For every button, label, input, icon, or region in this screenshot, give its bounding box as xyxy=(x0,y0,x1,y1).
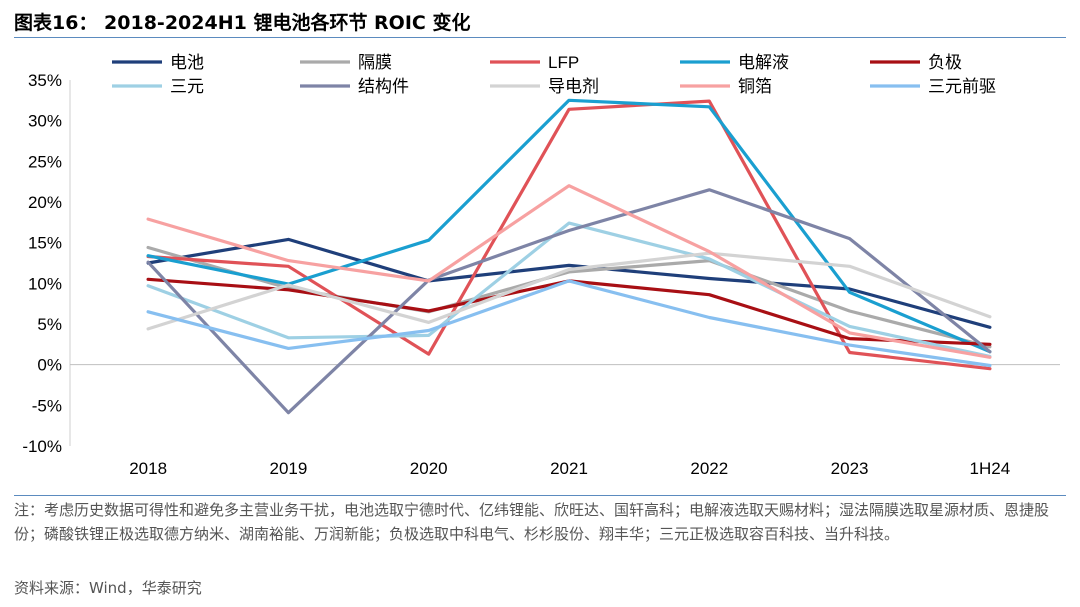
series-line-三元前驱 xyxy=(146,279,992,368)
series-line-LFP xyxy=(146,99,992,371)
y-tick-label: -5% xyxy=(32,396,62,415)
x-tick-label: 1H24 xyxy=(970,459,1011,478)
y-tick-label: -10% xyxy=(22,437,62,456)
footer-divider xyxy=(14,495,1066,496)
figure-title: 图表16： 2018-2024H1 锂电池各环节 ROIC 变化 xyxy=(14,12,471,34)
y-tick-label: 20% xyxy=(28,193,62,212)
y-axis: -10% -5% 0% 5% 10% 15% 20% 25% 30% 35% xyxy=(22,71,71,456)
title-divider xyxy=(14,37,1066,38)
series-line-导电剂 xyxy=(146,251,992,331)
legend-label: 电池 xyxy=(170,53,204,72)
legend-label: 铜箔 xyxy=(738,77,772,96)
series-line-电池 xyxy=(146,237,992,329)
legend-label: 结构件 xyxy=(358,77,409,96)
x-tick-label: 2018 xyxy=(129,459,167,478)
source-note: 资料来源：Wind，华泰研究 xyxy=(14,579,202,597)
legend-label: 三元前驱 xyxy=(928,77,996,96)
series-line-结构件 xyxy=(146,188,992,415)
x-axis: 2018 2019 2020 2021 2022 2023 1H24 xyxy=(70,364,1060,478)
x-tick-label: 2019 xyxy=(270,459,308,478)
y-tick-label: 35% xyxy=(28,71,62,90)
legend-label: 隔膜 xyxy=(358,53,392,72)
y-tick-label: 0% xyxy=(37,356,62,375)
legend-label: 导电剂 xyxy=(548,77,599,96)
legend-label: 三元 xyxy=(170,77,204,96)
series-lines xyxy=(146,98,992,415)
x-tick-label: 2020 xyxy=(410,459,448,478)
legend-label: 电解液 xyxy=(738,53,789,72)
y-tick-label: 25% xyxy=(28,152,62,171)
y-tick-label: 5% xyxy=(37,315,62,334)
legend-label: LFP xyxy=(548,53,579,72)
legend-label: 负极 xyxy=(928,53,962,72)
series-line-铜箔 xyxy=(146,184,992,359)
footnote: 注：考虑历史数据可得性和避免多主营业务干扰，电池选取宁德时代、亿纬锂能、欣旺达、… xyxy=(14,501,1050,543)
x-tick-label: 2022 xyxy=(690,459,728,478)
x-tick-label: 2023 xyxy=(831,459,869,478)
y-tick-label: 15% xyxy=(28,234,62,253)
x-tick-label: 2021 xyxy=(550,459,588,478)
y-tick-label: 10% xyxy=(28,274,62,293)
series-line-三元 xyxy=(146,221,992,359)
y-tick-label: 30% xyxy=(28,112,62,131)
